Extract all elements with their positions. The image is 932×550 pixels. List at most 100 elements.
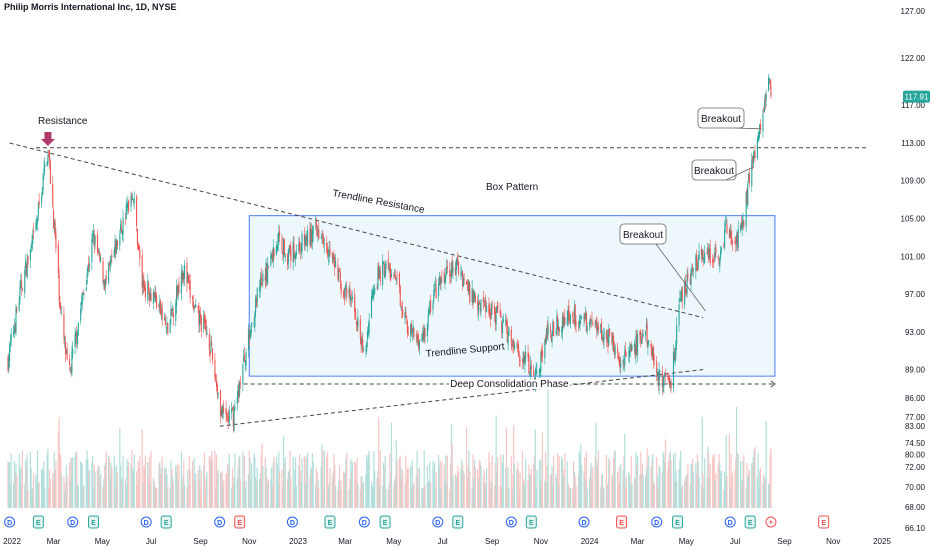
candle xyxy=(684,274,687,298)
candle xyxy=(228,405,230,427)
earnings-icon[interactable]: E xyxy=(818,515,830,529)
volume-bar xyxy=(629,484,631,508)
candle xyxy=(650,340,652,356)
candle xyxy=(255,294,257,318)
earnings-icon[interactable]: E xyxy=(324,515,336,529)
candle xyxy=(72,341,74,359)
svg-text:E: E xyxy=(675,520,680,527)
dividend-icon[interactable]: D xyxy=(286,516,298,528)
volume-bar xyxy=(708,477,711,508)
volume-bar xyxy=(147,462,149,508)
earnings-icon[interactable]: E xyxy=(87,515,99,529)
split-icon[interactable] xyxy=(765,516,777,528)
volume-bar xyxy=(171,468,173,508)
earnings-icon[interactable]: E xyxy=(671,515,683,529)
candle xyxy=(195,298,197,308)
dividend-icon[interactable]: D xyxy=(214,516,226,528)
candle xyxy=(71,345,73,377)
earnings-icon[interactable]: E xyxy=(452,515,464,529)
trendline-resistance[interactable] xyxy=(9,142,704,319)
candle xyxy=(382,254,384,290)
volume-bar xyxy=(36,476,38,508)
volume-bar xyxy=(104,465,106,508)
volume-bar xyxy=(439,460,441,508)
volume-bar xyxy=(379,450,381,508)
volume-bar xyxy=(589,478,591,508)
candle xyxy=(595,319,597,329)
candle xyxy=(765,89,767,107)
earnings-icon[interactable]: E xyxy=(744,515,756,529)
candle xyxy=(339,268,341,290)
earnings-icon[interactable]: E xyxy=(160,515,172,529)
dividend-icon[interactable]: D xyxy=(432,516,444,528)
dividend-icon[interactable]: D xyxy=(578,516,590,528)
candle xyxy=(232,405,234,432)
candle xyxy=(450,270,452,284)
dividend-icon[interactable]: D xyxy=(140,516,152,528)
candle xyxy=(601,318,603,340)
candle xyxy=(115,238,117,258)
volume-bar xyxy=(103,479,105,508)
price-axis[interactable]: 136.00132.00127.00122.00117.00113.00109.… xyxy=(901,0,926,533)
volume-bar xyxy=(645,469,647,508)
candle xyxy=(88,255,90,272)
candle xyxy=(68,353,71,372)
volume-bar xyxy=(127,465,129,508)
dividend-icon[interactable]: D xyxy=(358,516,370,528)
candle xyxy=(663,374,665,394)
dividend-icon[interactable]: D xyxy=(505,516,517,528)
volume-bar xyxy=(220,472,222,508)
dividend-icon[interactable]: D xyxy=(67,516,79,528)
candle xyxy=(108,260,111,271)
earnings-icon[interactable]: E xyxy=(32,515,44,529)
volume-bar xyxy=(343,472,345,508)
candle xyxy=(551,330,553,348)
candle xyxy=(366,340,368,355)
candle xyxy=(236,390,238,411)
candle xyxy=(247,323,250,358)
volume-bar xyxy=(266,477,268,508)
dividend-icon[interactable]: D xyxy=(4,516,16,528)
dividend-icon[interactable]: D xyxy=(651,516,663,528)
volume-bar xyxy=(32,473,35,508)
volume-bar xyxy=(148,477,150,508)
candle xyxy=(629,343,631,358)
candle xyxy=(417,329,419,346)
earnings-icon[interactable]: E xyxy=(234,515,246,529)
earnings-icon[interactable]: E xyxy=(616,515,628,529)
candle xyxy=(108,262,110,286)
volume-bar xyxy=(155,488,158,508)
volume-bar xyxy=(428,480,430,508)
volume-bar xyxy=(491,455,493,508)
candle xyxy=(116,238,118,255)
candle xyxy=(76,325,78,348)
earnings-icon[interactable]: E xyxy=(379,515,391,529)
volume-bar xyxy=(189,469,191,508)
candle xyxy=(355,318,357,332)
candle xyxy=(148,280,150,295)
volume-bar xyxy=(510,456,512,508)
time-axis[interactable]: 2022 Mar May Jul Sep Nov 2023 Mar May Jul Sep Nov 20… xyxy=(3,537,891,546)
candle xyxy=(715,240,717,258)
volume-bar xyxy=(659,467,661,508)
candle xyxy=(92,230,94,243)
volume-bar xyxy=(759,467,762,508)
volume-bar xyxy=(547,390,549,508)
volume-bar xyxy=(332,471,334,508)
candle xyxy=(764,92,766,110)
volume-bar xyxy=(322,489,325,508)
candle xyxy=(724,220,726,251)
candle xyxy=(597,321,599,335)
candle xyxy=(215,373,217,383)
earnings-icon[interactable]: E xyxy=(525,515,537,529)
time-tick-label: May xyxy=(386,537,401,546)
candle xyxy=(272,239,274,268)
candle xyxy=(406,318,409,339)
dividend-icon[interactable]: D xyxy=(724,516,736,528)
candle xyxy=(768,77,770,85)
candle xyxy=(640,332,643,345)
candle xyxy=(271,249,273,264)
